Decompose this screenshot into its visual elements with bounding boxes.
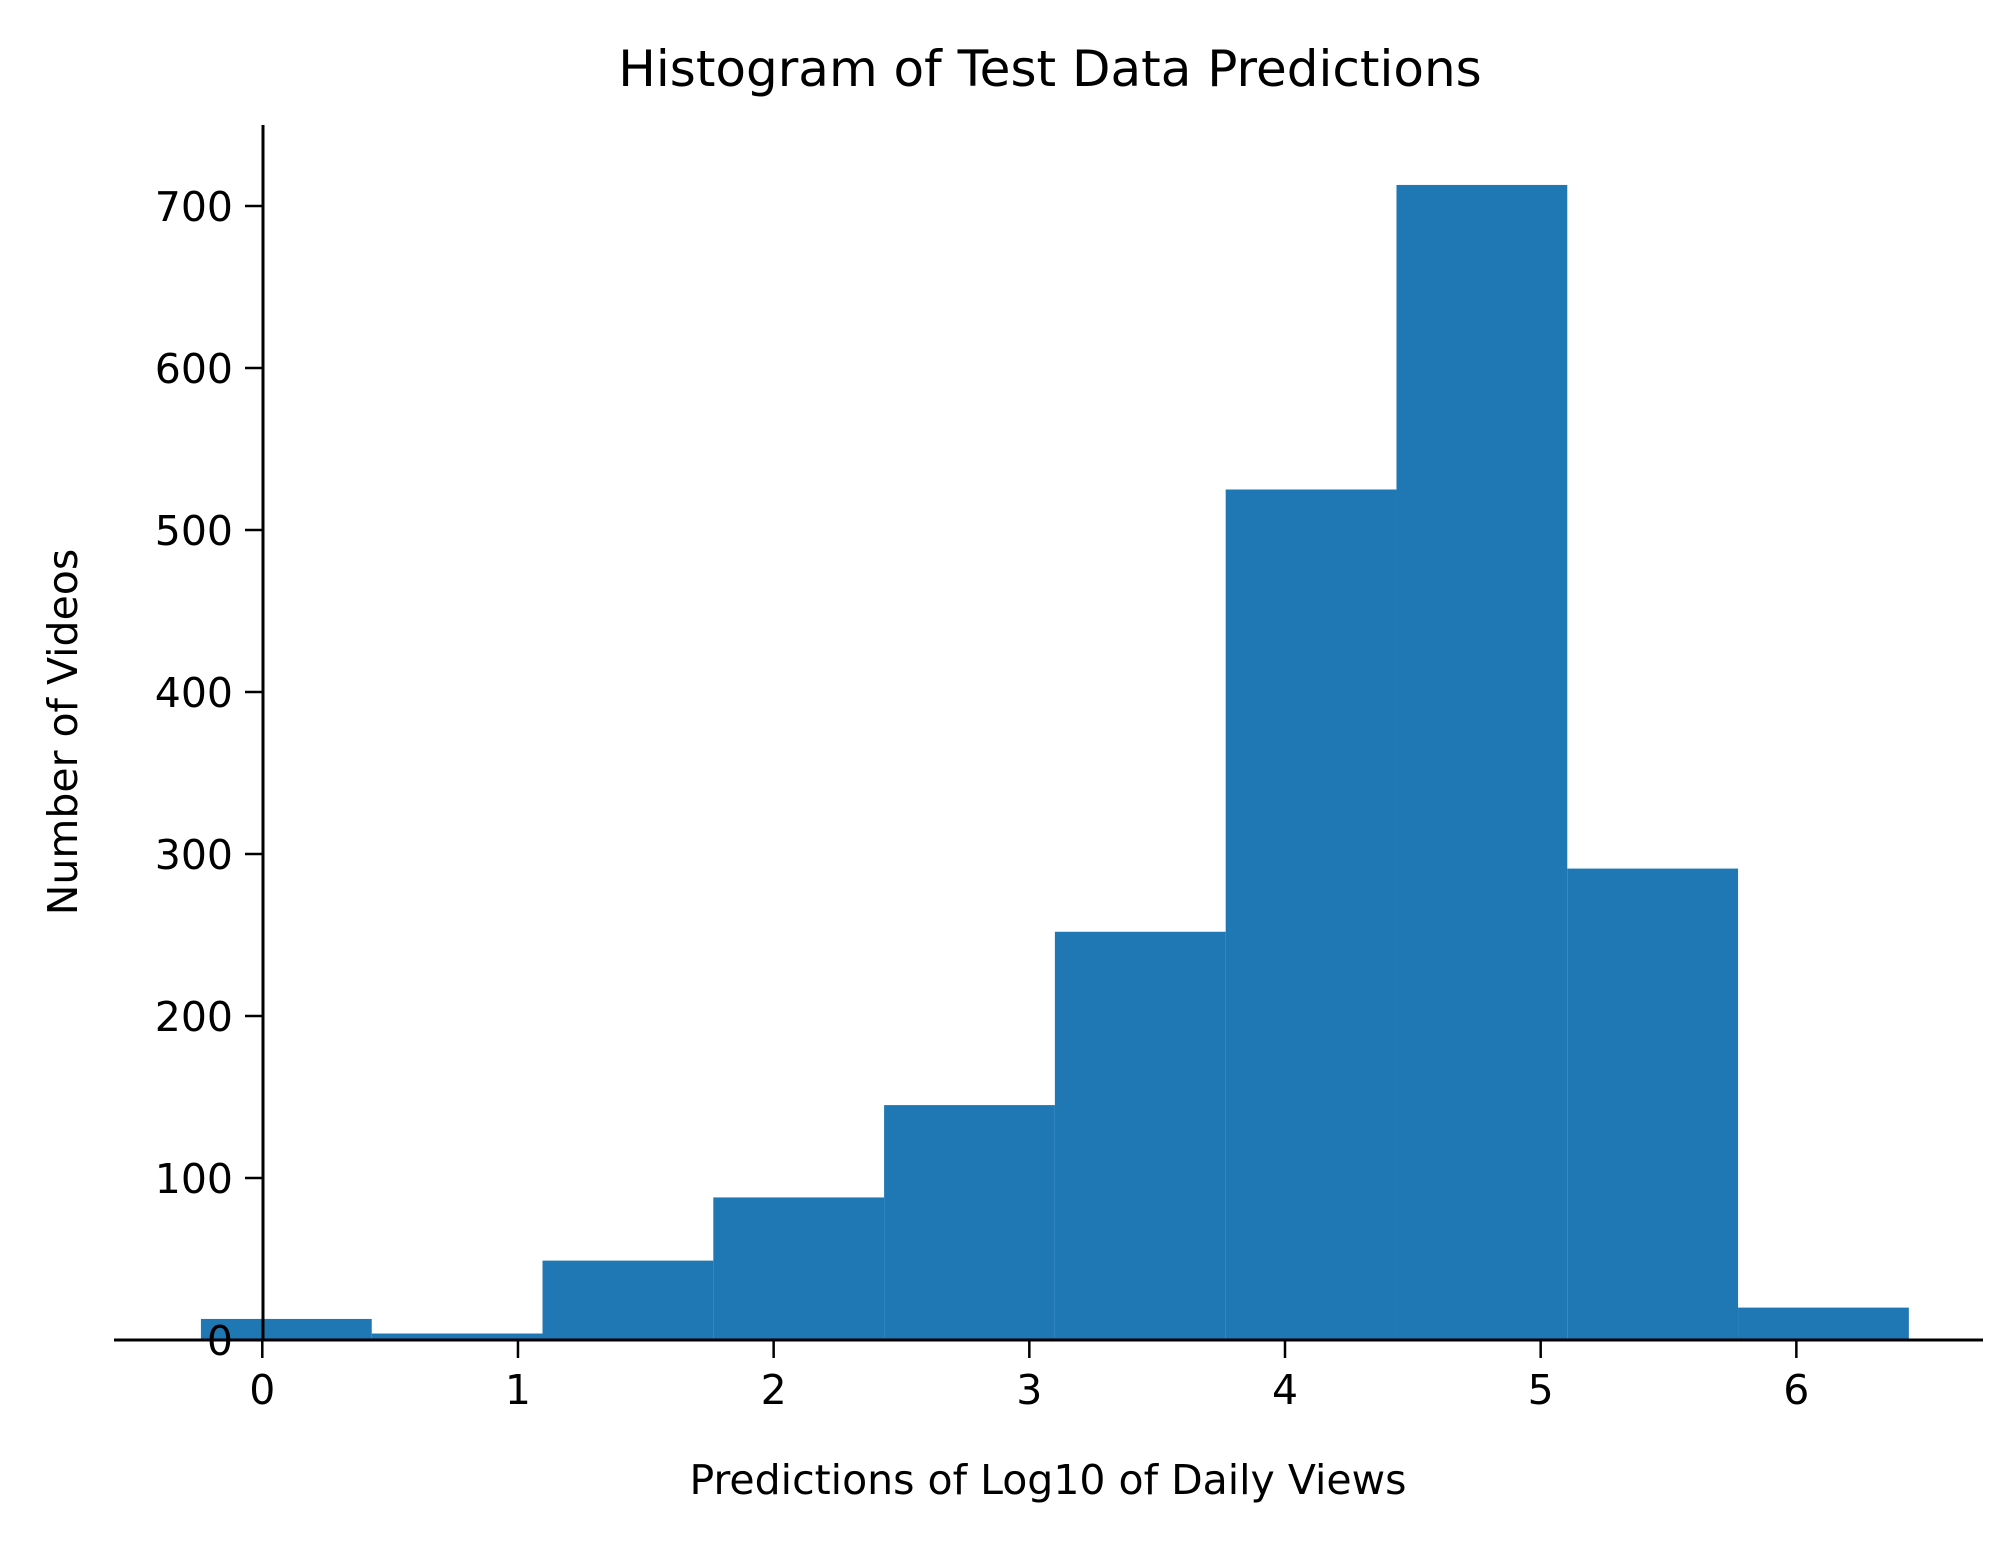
histogram-bar [371,1333,543,1340]
histogram-bar [1396,184,1568,1341]
y-tick-label: 100 [155,1155,233,1203]
x-tick-label: 5 [1528,1366,1554,1414]
y-axis-label: Number of Videos [39,549,87,916]
bars-group [200,184,1909,1341]
y-tick-label: 700 [155,183,233,231]
x-axis-ticks: 0 1 2 3 4 5 6 [249,1340,1809,1414]
histogram-bar [713,1197,885,1340]
y-tick-label: 200 [155,993,233,1041]
x-tick-label: 2 [761,1366,787,1414]
y-tick-label: 600 [155,345,233,393]
x-tick-label: 4 [1272,1366,1298,1414]
histogram-bar [884,1105,1055,1340]
histogram-bar [1567,868,1739,1340]
histogram-bar [1738,1307,1909,1340]
y-tick-label: 400 [155,669,233,717]
x-tick-label: 0 [249,1366,275,1414]
x-tick-label: 3 [1016,1366,1042,1414]
histogram-bar [542,1260,714,1340]
y-tick-label: 500 [155,507,233,555]
y-tick-label: 300 [155,831,233,879]
histogram-bar [1054,931,1226,1340]
histogram-bar [200,1318,372,1340]
x-axis-label: Predictions of Log10 of Daily Views [689,1456,1406,1504]
histogram-bar [1225,489,1397,1340]
chart-title: Histogram of Test Data Predictions [618,40,1481,98]
x-tick-label: 1 [505,1366,531,1414]
x-tick-label: 6 [1783,1366,1809,1414]
